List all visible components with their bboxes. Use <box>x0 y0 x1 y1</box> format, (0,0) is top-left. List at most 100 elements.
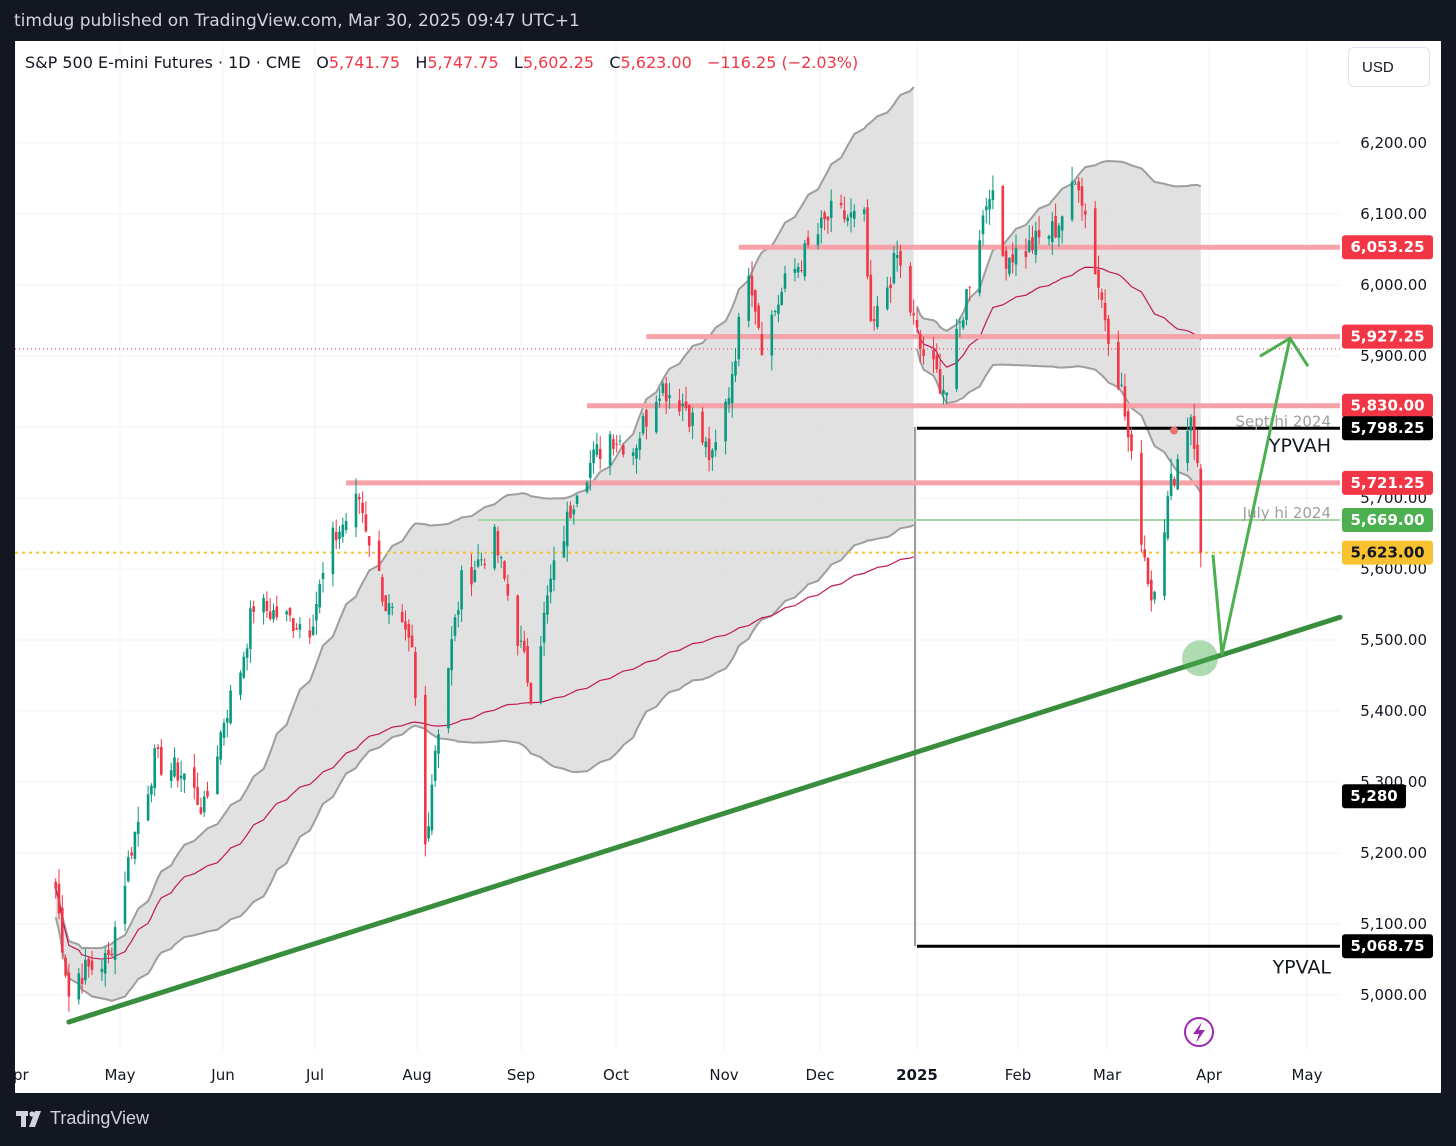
candle-body[interactable] <box>103 953 107 974</box>
candle-body[interactable] <box>1196 444 1199 463</box>
candle-body[interactable] <box>447 667 450 729</box>
candle-body[interactable] <box>384 595 387 612</box>
sept-hi-label[interactable]: Sept hi 2024 <box>1235 413 1331 431</box>
candle-body[interactable] <box>1093 208 1097 275</box>
candle-body[interactable] <box>216 756 219 795</box>
candle-body[interactable] <box>1123 386 1127 417</box>
candle-body[interactable] <box>331 527 335 575</box>
candle-body[interactable] <box>1163 532 1166 596</box>
candle-body[interactable] <box>437 734 440 754</box>
candle-body[interactable] <box>932 350 935 360</box>
candle-body[interactable] <box>430 784 434 831</box>
candle-body[interactable] <box>1189 417 1193 431</box>
candle-body[interactable] <box>945 392 948 396</box>
candle-body[interactable] <box>777 304 780 314</box>
candle-body[interactable] <box>61 907 64 953</box>
candle-body[interactable] <box>110 953 114 956</box>
candle-body[interactable] <box>499 557 503 559</box>
candle-body[interactable] <box>136 821 140 834</box>
candle-body[interactable] <box>1047 235 1051 239</box>
candle-body[interactable] <box>1008 257 1011 274</box>
candle-body[interactable] <box>793 268 797 273</box>
candle-body[interactable] <box>364 514 368 532</box>
candle-body[interactable] <box>572 509 576 515</box>
candle-body[interactable] <box>843 210 846 220</box>
candle-body[interactable] <box>1140 452 1143 545</box>
candle-body[interactable] <box>196 786 199 805</box>
candle-body[interactable] <box>1117 342 1120 389</box>
candle-body[interactable] <box>387 603 391 615</box>
candle-body[interactable] <box>367 536 371 546</box>
candle-body[interactable] <box>358 496 361 500</box>
candle-body[interactable] <box>747 275 750 321</box>
ypval-label[interactable]: YPVAL <box>1272 957 1332 979</box>
candle-body[interactable] <box>701 411 704 443</box>
candle-body[interactable] <box>265 600 269 612</box>
candle-body[interactable] <box>239 672 242 696</box>
candle-body[interactable] <box>922 349 925 356</box>
candle-body[interactable] <box>268 611 272 620</box>
candle-body[interactable] <box>275 606 279 618</box>
candle-body[interactable] <box>1004 250 1008 269</box>
candle-body[interactable] <box>341 524 345 537</box>
candle-body[interactable] <box>54 881 57 889</box>
candle-body[interactable] <box>519 640 523 642</box>
candle-body[interactable] <box>450 639 453 671</box>
candle-body[interactable] <box>1153 591 1156 600</box>
candle-body[interactable] <box>1001 185 1005 257</box>
candle-body[interactable] <box>1199 468 1203 553</box>
candle-body[interactable] <box>961 320 965 328</box>
candle-body[interactable] <box>1037 230 1041 238</box>
level-5721-tag[interactable]: 5,721.25 <box>1342 470 1433 495</box>
candle-body[interactable] <box>575 495 579 505</box>
candle-body[interactable] <box>641 416 645 434</box>
candle-body[interactable] <box>816 234 820 246</box>
candle-body[interactable] <box>1060 216 1064 231</box>
candle-body[interactable] <box>839 202 843 206</box>
candle-body[interactable] <box>1080 186 1084 206</box>
candle-body[interactable] <box>981 215 985 235</box>
candle-body[interactable] <box>661 383 665 394</box>
candle-body[interactable] <box>829 200 833 218</box>
candle-body[interactable] <box>942 389 945 395</box>
candle-body[interactable] <box>727 398 731 405</box>
candle-body[interactable] <box>714 442 717 451</box>
candle-body[interactable] <box>622 445 625 455</box>
candles[interactable] <box>54 166 1203 1012</box>
candle-body[interactable] <box>631 452 635 456</box>
currency-button[interactable]: USD <box>1348 47 1430 87</box>
candle-body[interactable] <box>460 570 463 610</box>
time-axis[interactable]: pr May Jun Jul Aug Sep Oct Nov Dec 2025 Feb Mar Apr M… <box>15 1066 1323 1084</box>
candle-body[interactable] <box>655 401 658 433</box>
candle-body[interactable] <box>90 960 94 970</box>
candle-body[interactable] <box>391 606 394 609</box>
candle-body[interactable] <box>222 722 226 738</box>
candle-body[interactable] <box>991 190 995 201</box>
candle-body[interactable] <box>872 319 876 322</box>
candle-body[interactable] <box>826 216 830 221</box>
candle-body[interactable] <box>899 250 902 266</box>
candle-body[interactable] <box>585 482 589 492</box>
candle-body[interactable] <box>334 531 338 541</box>
candle-body[interactable] <box>457 610 460 615</box>
target-circle[interactable] <box>1182 640 1218 677</box>
candle-body[interactable] <box>400 611 404 623</box>
candle-body[interactable] <box>153 748 156 789</box>
candle-body[interactable] <box>866 207 869 277</box>
candle-body[interactable] <box>935 355 939 370</box>
candle-body[interactable] <box>1051 221 1054 243</box>
candle-body[interactable] <box>1074 183 1077 185</box>
candle-body[interactable] <box>681 403 684 406</box>
candle-body[interactable] <box>707 438 711 461</box>
candle-body[interactable] <box>156 747 160 749</box>
candle-body[interactable] <box>750 275 754 296</box>
candle-body[interactable] <box>249 608 252 649</box>
candle-body[interactable] <box>803 243 807 277</box>
candle-body[interactable] <box>1169 473 1173 496</box>
candle-body[interactable] <box>598 448 602 460</box>
candle-body[interactable] <box>107 949 110 956</box>
candle-body[interactable] <box>892 252 896 284</box>
candle-body[interactable] <box>796 266 800 273</box>
candle-body[interactable] <box>592 449 595 464</box>
candle-body[interactable] <box>539 646 543 702</box>
